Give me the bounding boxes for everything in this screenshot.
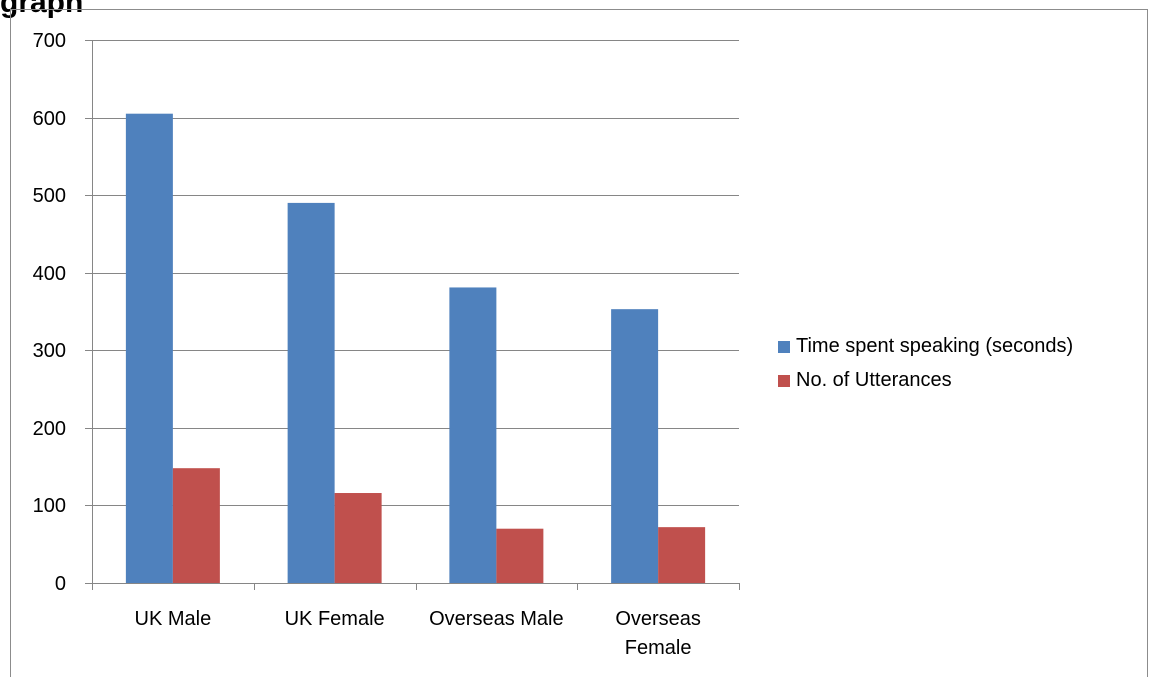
y-tick-label: 0 — [55, 573, 66, 595]
bar-utterances — [496, 528, 544, 583]
y-tick-label: 400 — [33, 263, 66, 285]
legend-label: No. of Utterances — [796, 369, 952, 391]
legend-item-utterances: No. of Utterances — [778, 369, 1073, 392]
bars — [125, 113, 706, 583]
y-tick-label: 100 — [33, 495, 66, 517]
x-tick-label: Female — [625, 637, 692, 659]
bar-time-spent — [611, 309, 659, 583]
bar-utterances — [172, 468, 220, 583]
bar-utterances — [658, 527, 706, 583]
chart-frame — [10, 9, 1148, 677]
y-tick-label: 200 — [33, 418, 66, 440]
y-tick-labels: 0 100 200 300 400 500 600 700 — [33, 30, 66, 595]
legend-swatch-blue — [778, 340, 790, 353]
bar-utterances — [334, 493, 382, 583]
x-tick-labels: UK Male UK Female Overseas Male Overseas Fem… — [135, 608, 701, 659]
legend-label: Time spent speaking (seconds) — [796, 335, 1074, 357]
x-tick-label: Overseas — [615, 608, 701, 630]
x-tick-label: UK Female — [285, 608, 385, 630]
y-tick-label: 600 — [33, 108, 66, 130]
bar-time-spent — [125, 113, 173, 583]
axes — [85, 40, 740, 590]
legend-item-time-spent: Time spent speaking (seconds) — [778, 335, 1073, 358]
legend-swatch-red — [778, 374, 790, 387]
bar-time-spent — [287, 202, 335, 583]
x-tick-label: Overseas Male — [429, 608, 564, 630]
legend: Time spent speaking (seconds) No. of Utt… — [778, 335, 1073, 403]
y-tick-label: 700 — [33, 30, 66, 52]
x-tick-label: UK Male — [135, 608, 212, 630]
bar-time-spent — [449, 287, 497, 583]
y-tick-label: 300 — [33, 340, 66, 362]
page-heading: graph — [0, 0, 84, 19]
y-tick-label: 500 — [33, 185, 66, 207]
